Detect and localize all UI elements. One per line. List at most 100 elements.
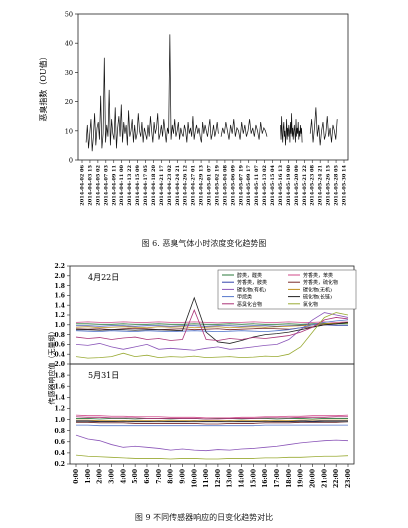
y-axis-label: 恶臭指数（OU值） (38, 52, 48, 121)
x-tick-label: 2014-04-05 02 (95, 164, 101, 205)
legend-label-8: 恶臭化合物 (237, 301, 262, 308)
series-line-1-1 (75, 414, 349, 419)
x-tick-label: 15:00 (250, 469, 257, 488)
x-tick-label: 12:00 (215, 469, 222, 488)
x-tick-label: 22:00 (333, 469, 340, 488)
y-tick-label: 20 (65, 98, 73, 106)
series-line-0-6 (75, 319, 349, 333)
x-tick-label: 2014-04-13 22 (127, 164, 133, 205)
x-tick-label: 2014-04-17 05 (143, 164, 149, 205)
x-tick-label: 2014-04-21 17 (159, 164, 165, 205)
x-tick-label: 5:00 (132, 469, 139, 484)
x-tick-label: 2014-05-06 09 (230, 164, 236, 205)
x-tick-label: 19:00 (298, 469, 305, 488)
legend-label-2: 芳香类，胺类 (237, 279, 267, 286)
y-tick-label: 1.2 (55, 312, 65, 319)
y-tick-label: 0.6 (55, 342, 65, 349)
x-tick-label: 9:00 (179, 469, 186, 484)
series-line-0-9 (75, 312, 349, 359)
x-tick-label: 2014-05-15 04 (270, 164, 276, 205)
x-tick-label: 2014-04-03 15 (87, 164, 93, 205)
y-tick-label: 30 (65, 69, 73, 77)
series-line-2 (280, 113, 303, 146)
x-tick-label: 2014-04-23 02 (167, 164, 173, 205)
figure-9-caption: 图 9 不同传感器响应的日变化趋势对比 (134, 513, 274, 522)
y-tick-label: 1.4 (55, 395, 65, 402)
series-line-0-2 (76, 324, 348, 327)
legend-box (217, 269, 357, 310)
x-tick-label: 21:00 (321, 469, 328, 488)
figure-6-caption: 图 6. 恶臭气体小时浓度变化趋势图 (141, 239, 267, 248)
legend-label-1: 芳香类，苯类 (303, 272, 333, 279)
y-tick-label: 1.6 (55, 293, 65, 300)
legend-label-0: 醇类，醛类 (237, 272, 262, 279)
panel-frame-1 (69, 363, 355, 465)
x-tick-label: 2014-04-15 09 (135, 164, 141, 205)
x-tick-label: 14:00 (239, 469, 246, 488)
x-tick-label: 2014-05-11 07 (254, 164, 260, 205)
y-tick-label: 1.6 (55, 383, 65, 390)
x-tick-label: 11:00 (203, 469, 210, 488)
series-line-0 (85, 34, 219, 152)
x-tick-label: 2014-05-02 19 (214, 164, 220, 205)
series-line-1-3 (76, 421, 349, 425)
series-line-1-6 (76, 424, 348, 427)
series-line-3 (309, 107, 338, 146)
y-tick-label: 1.8 (55, 283, 65, 290)
x-tick-label: 2014-05-26 15 (326, 164, 332, 205)
x-tick-label: 2014-05-20 09 (294, 164, 300, 205)
x-tick-label: 2014-04-02 06 (80, 164, 86, 205)
series-line-0-5 (75, 322, 349, 329)
x-tick-label: 10:00 (191, 469, 198, 488)
x-tick-label: 18:00 (286, 469, 293, 488)
y-tick-label: 50 (65, 11, 73, 19)
x-tick-label: 2014-04-11 00 (119, 164, 125, 205)
x-tick-label: 2014-05-13 02 (262, 164, 268, 205)
x-tick-label: 20:00 (310, 469, 317, 488)
y-tick-label: 1.2 (55, 406, 65, 413)
x-tick-label: 6:00 (144, 469, 151, 484)
y-tick-label: 0.4 (55, 450, 65, 457)
y-tick-label: 0.8 (55, 428, 65, 435)
x-tick-label: 1:00 (85, 469, 92, 484)
series-line-1-9 (75, 454, 349, 460)
x-tick-label: 2014-04-07 03 (103, 164, 109, 205)
panel-title-1: 5月31日 (88, 371, 119, 380)
x-tick-label: 2014-05-24 21 (318, 165, 324, 206)
x-tick-label: 2014-05-21 22 (302, 164, 308, 205)
y-tick-label: 2.0 (55, 361, 65, 368)
legend-label-6: 甲烷类 (237, 294, 252, 301)
y-tick-label: 0.8 (55, 332, 65, 339)
legend-label-5: 碳化物(无机) (303, 286, 332, 293)
y-tick-label: 1.4 (55, 302, 65, 309)
y-tick-label: 10 (65, 127, 73, 135)
x-tick-label: 2:00 (97, 469, 104, 484)
series-line-1-8 (75, 416, 348, 420)
x-tick-label: 2014-04-24 21 (175, 165, 181, 206)
y-tick-label: 0.4 (55, 351, 65, 358)
x-tick-label: 2014-04-27 01 (191, 165, 197, 206)
legend-label-9: 氯化物 (303, 301, 318, 308)
y-tick-label: 2.0 (55, 273, 65, 280)
x-tick-label: 2014-05-09 17 (246, 164, 252, 205)
y-tick-label: 40 (65, 40, 73, 48)
y-axis-label: 传感器响应值（无量纲） (47, 328, 56, 405)
series-line-0-8 (75, 309, 349, 341)
x-tick-label: 2014-05-16 13 (278, 164, 284, 205)
y-tick-label: 2.2 (55, 263, 65, 270)
y-tick-label: 0.6 (55, 439, 65, 446)
x-tick-label: 3:00 (108, 469, 115, 484)
legend-label-4: 碳化物(有机) (237, 286, 266, 293)
x-tick-label: 16:00 (262, 469, 269, 488)
x-tick-label: 2014-05-04 08 (222, 164, 228, 205)
series-line-1 (220, 119, 268, 140)
x-tick-label: 2014-04-18 20 (151, 164, 157, 205)
x-tick-label: 17:00 (274, 469, 281, 488)
y-tick-label: 1.8 (55, 372, 65, 379)
series-line-0-1 (75, 321, 349, 324)
x-tick-label: 2014-05-07 19 (238, 164, 244, 205)
plot-frame (77, 13, 349, 161)
series-line-1-5 (76, 419, 348, 422)
series-line-0-4 (75, 312, 349, 351)
